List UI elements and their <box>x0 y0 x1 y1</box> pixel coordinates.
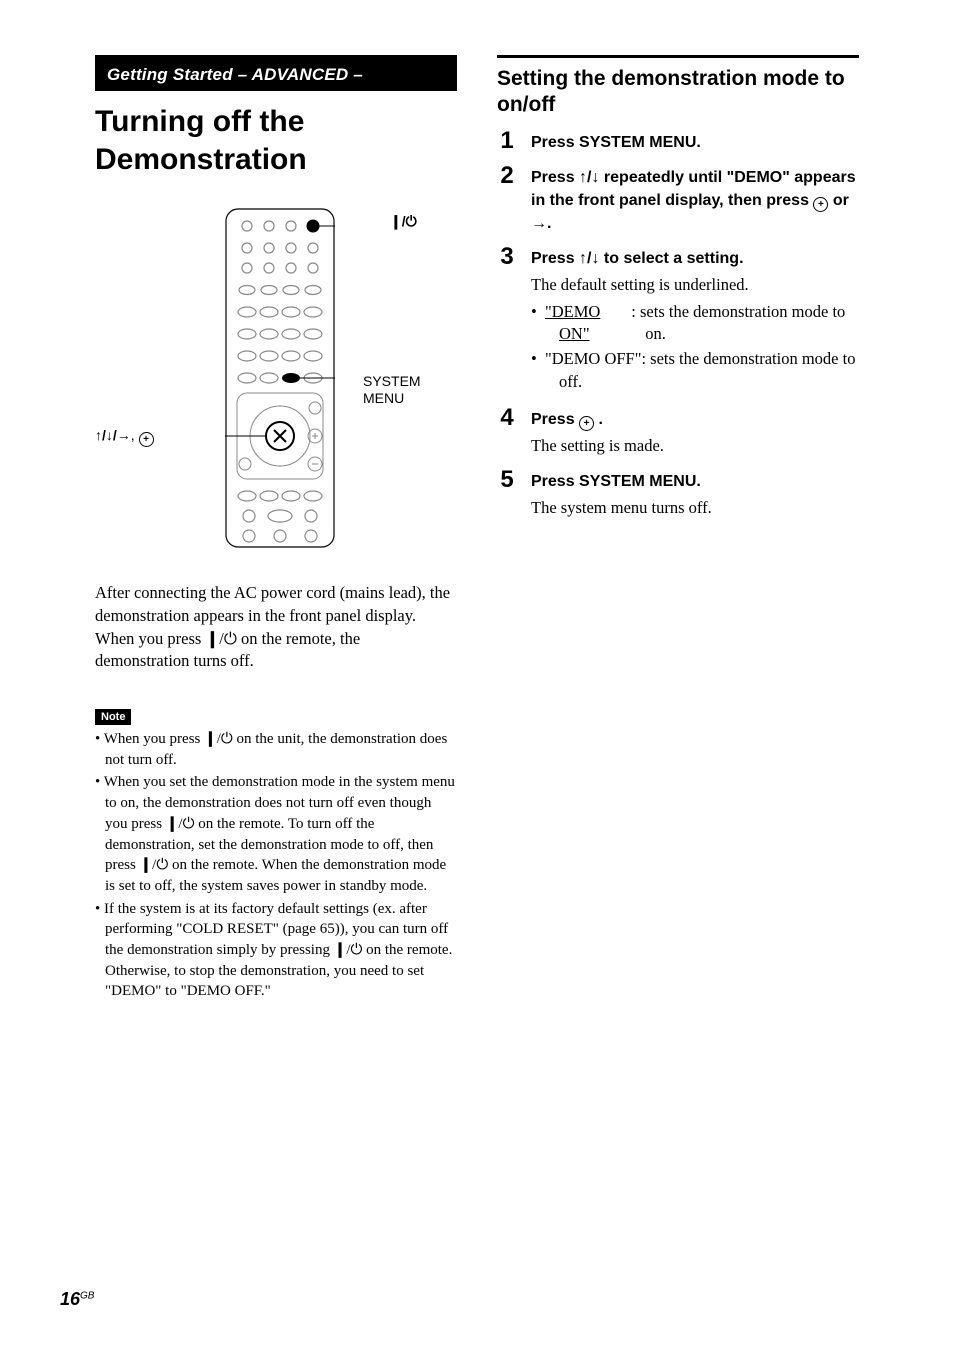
step-item: 2 Press ↑/↓ repeatedly until "DEMO" appe… <box>497 164 859 235</box>
remote-diagram: ❙/⏻ SYSTEM MENU ↑/↓/→, + <box>95 208 457 568</box>
remote-svg <box>225 208 335 548</box>
right-column: Setting the demonstration mode to on/off… <box>497 55 859 1004</box>
step-item: 3 Press ↑/↓ to select a setting. The def… <box>497 245 859 396</box>
step-head: Press SYSTEM MENU. <box>531 473 701 490</box>
note-tag: Note <box>95 709 131 725</box>
page-footer: 16GB <box>60 1289 94 1310</box>
page-title: Turning off the Demonstration <box>95 103 457 178</box>
section-rule <box>497 55 859 58</box>
system-menu-label: SYSTEM MENU <box>363 373 421 407</box>
step-number: 2 <box>497 164 517 235</box>
step-head: Press SYSTEM MENU. <box>531 134 701 151</box>
step-number: 1 <box>497 129 517 154</box>
step-description: The system menu turns off. <box>531 497 859 520</box>
notes-list: When you press ❙/⏻ on the unit, the demo… <box>95 729 457 1002</box>
step-item: 4 Press + . The setting is made. <box>497 406 859 458</box>
step-number: 3 <box>497 245 517 396</box>
steps-list: 1 Press SYSTEM MENU. 2 Press ↑/↓ repeate… <box>497 129 859 520</box>
step-description: The default setting is underlined. <box>531 274 859 297</box>
step-item: 1 Press SYSTEM MENU. <box>497 129 859 154</box>
step-head: Press ↑/↓ repeatedly until "DEMO" appear… <box>531 169 856 232</box>
page-number: 16 <box>60 1289 80 1309</box>
page-suffix: GB <box>80 1291 94 1302</box>
step-number: 5 <box>497 468 517 520</box>
note-item: When you press ❙/⏻ on the unit, the demo… <box>95 729 457 770</box>
step-head: Press ↑/↓ to select a setting. <box>531 250 744 267</box>
subsection-title: Setting the demonstration mode to on/off <box>497 66 859 119</box>
left-column: Getting Started – ADVANCED – Turning off… <box>95 55 457 1004</box>
step-head: Press + . <box>531 411 603 428</box>
step-description: The setting is made. <box>531 435 859 458</box>
section-header-bar: Getting Started – ADVANCED – <box>95 55 457 91</box>
bullet-item: "DEMO ON": sets the demonstration mode t… <box>531 301 859 347</box>
intro-paragraph: After connecting the AC power cord (main… <box>95 582 457 673</box>
note-item: When you set the demonstration mode in t… <box>95 772 457 896</box>
step-sub-bullets: "DEMO ON": sets the demonstration mode t… <box>531 301 859 394</box>
step-item: 5 Press SYSTEM MENU. The system menu tur… <box>497 468 859 520</box>
step-number: 4 <box>497 406 517 458</box>
power-label: ❙/⏻ <box>390 213 417 230</box>
arrow-keys-label: ↑/↓/→, + <box>95 427 154 447</box>
note-item: If the system is at its factory default … <box>95 899 457 1002</box>
bullet-item: "DEMO OFF": sets the demonstration mode … <box>531 348 859 394</box>
